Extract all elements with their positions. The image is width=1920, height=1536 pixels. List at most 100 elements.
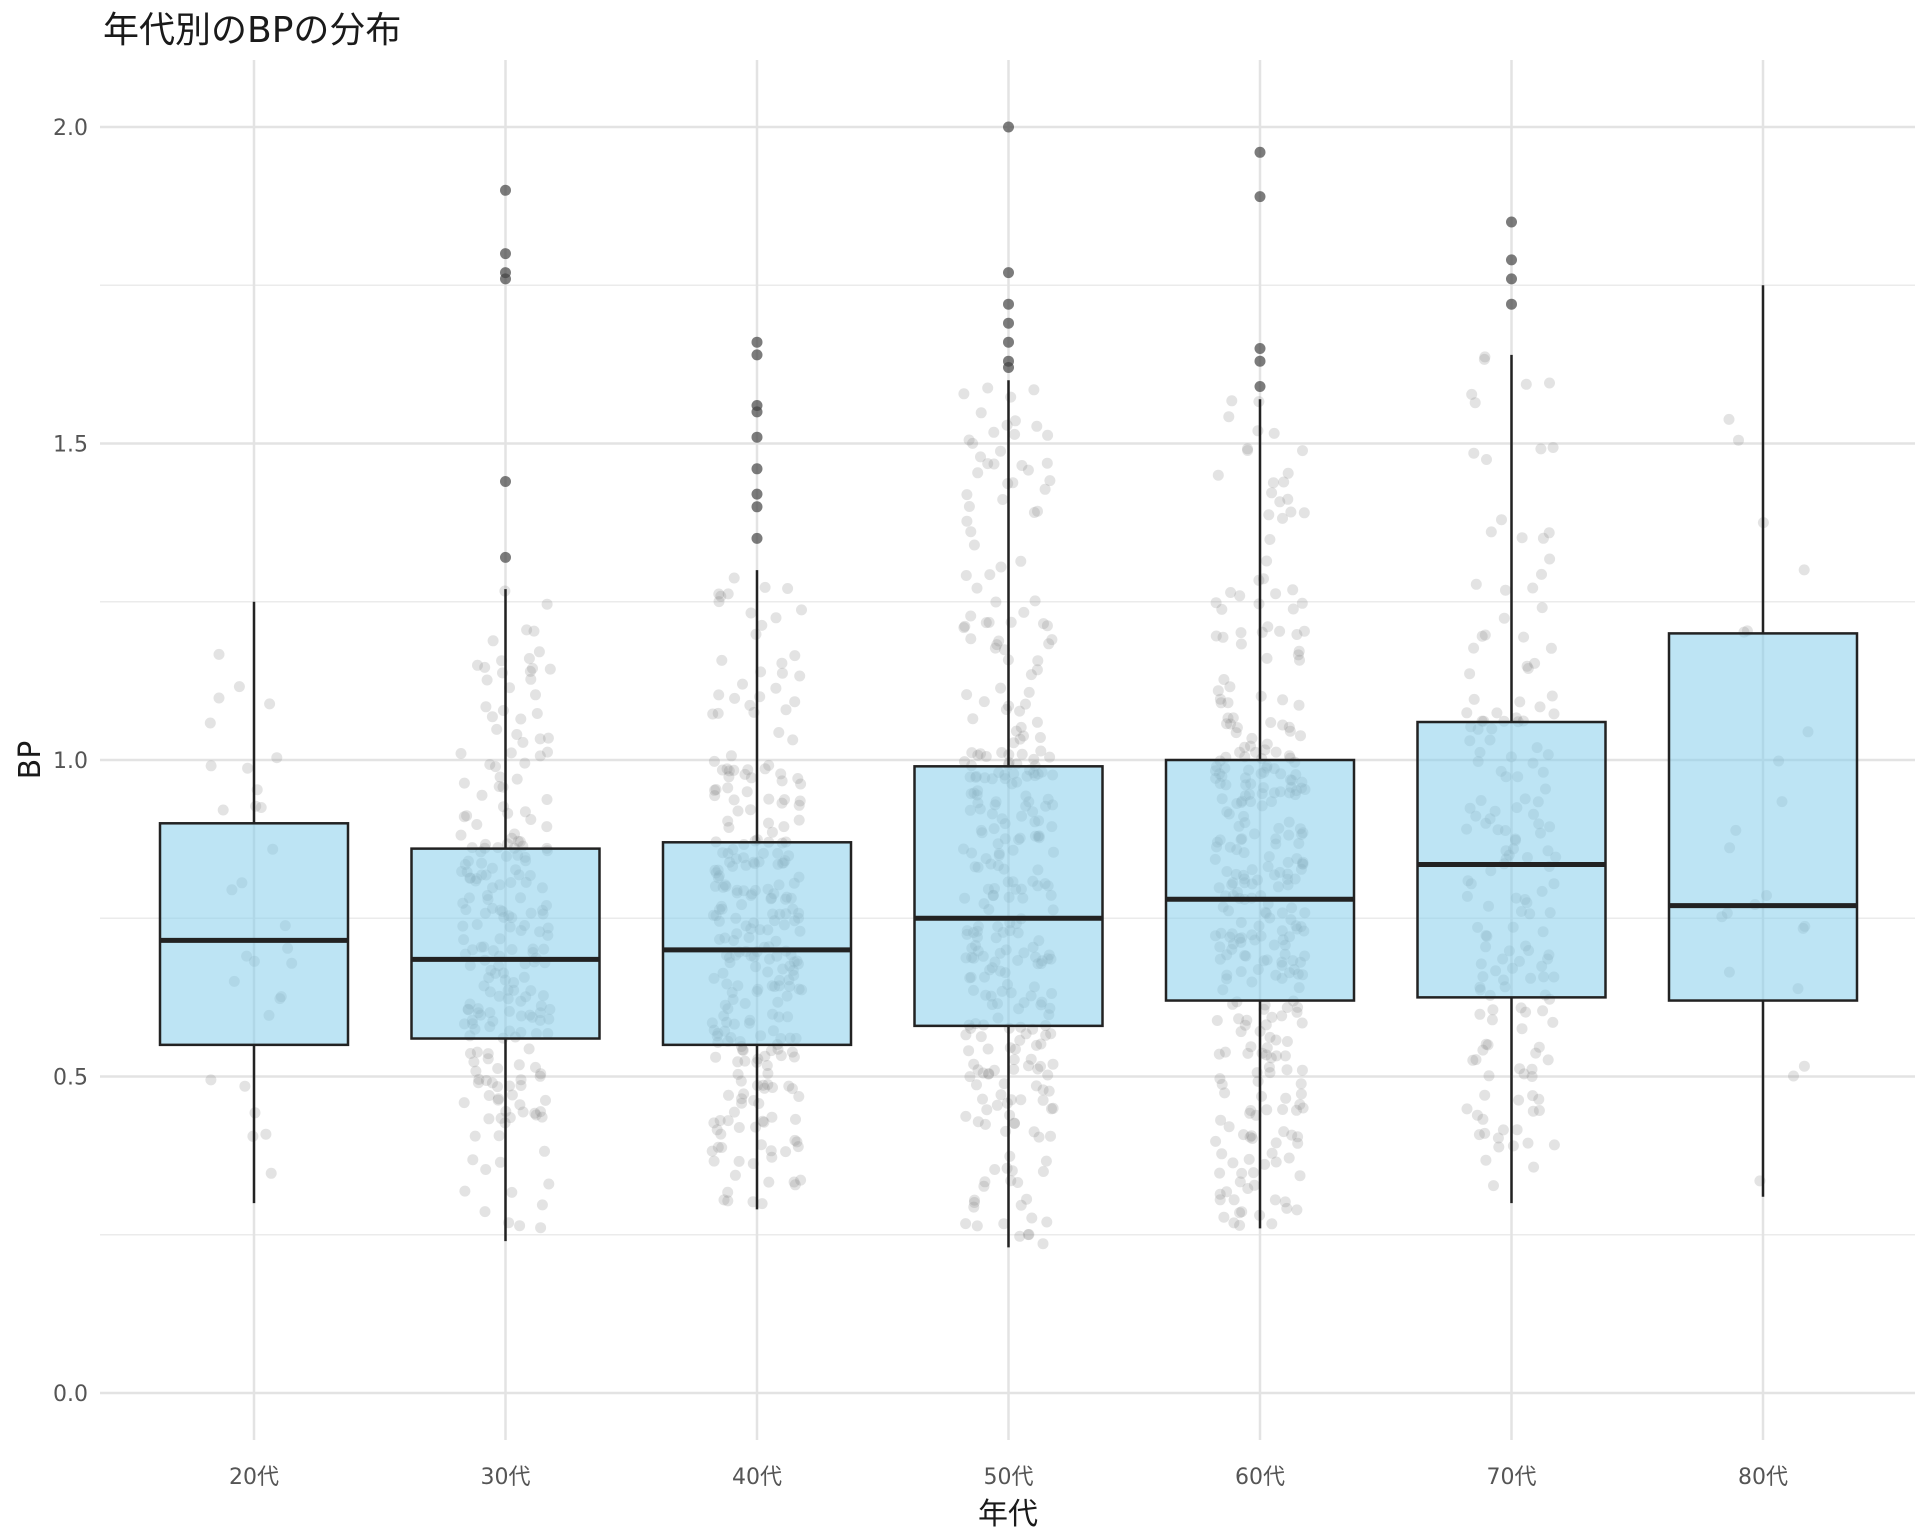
jitter-point [1250,746,1262,758]
jitter-point [1266,1011,1278,1023]
outlier-point [500,248,511,260]
jitter-point [791,1136,803,1148]
outlier-point [751,400,763,411]
jitter-point [1228,1217,1240,1229]
jitter-point [1522,1137,1534,1149]
jitter-point [977,1093,988,1105]
y-tick-label: 1.0 [53,749,88,774]
jitter-point [770,612,782,624]
jitter-point [736,1093,748,1105]
jitter-point [1009,1118,1020,1129]
jitter-point [1045,1028,1057,1040]
jitter-point [519,806,531,818]
jitter-point [757,1079,769,1091]
jitter-point [1213,1048,1225,1060]
x-tick-label: 20代 [229,1465,279,1490]
jitter-point [509,828,520,840]
jitter-point [979,1118,991,1130]
jitter-point [1233,1013,1245,1025]
jitter-point [1261,1042,1273,1054]
jitter-point [1033,1131,1045,1143]
jitter-point [534,733,546,745]
jitter-point [1488,1180,1499,1192]
box-group [158,285,1859,1248]
jitter-point [1014,1230,1026,1242]
jitter-point [710,784,722,795]
jitter-point [1528,1161,1540,1173]
jitter-point [1292,1137,1304,1149]
jitter-point [1029,595,1041,607]
jitter-point [723,765,735,777]
jitter-point [1548,708,1560,720]
jitter-point [484,759,496,770]
jitter-point [1210,630,1222,642]
jitter-point [515,713,527,725]
jitter-point [767,1082,778,1093]
jitter-point [1025,1053,1037,1065]
jitter-point [755,1139,767,1151]
jitter-point [471,1046,483,1058]
jitter-point [982,382,994,394]
jitter-point [1295,1078,1307,1090]
jitter-point [1023,686,1035,698]
jitter-point [1514,1063,1526,1075]
jitter-point [1031,420,1043,432]
jitter-point [1287,584,1299,596]
jitter-point [775,768,787,780]
jitter-point [1292,1001,1304,1013]
jitter-point [1032,505,1043,517]
box-70代 [1416,354,1607,1204]
jitter-point [1526,1071,1538,1082]
jitter-point [989,642,1001,654]
jitter-point [1221,1186,1233,1198]
jitter-point [1279,1050,1291,1062]
jitter-point [794,795,806,807]
jitter-point [1260,1019,1272,1031]
jitter-point [1536,602,1548,614]
jitter-point [541,821,553,833]
jitter-point [515,1074,527,1086]
jitter-point [713,588,725,600]
jitter-point [535,1222,547,1234]
jitter-point [461,810,473,822]
jitter-point [1270,746,1282,758]
jitter-point [1015,555,1027,567]
jitter-point [793,814,805,826]
jitter-point [534,750,546,762]
jitter-point [744,699,756,711]
jitter-point [487,635,499,647]
jitter-point [988,426,1000,438]
jitter-point [1473,1129,1485,1141]
jitter-point [1038,618,1049,630]
jitter-point [1256,1090,1267,1102]
jitter-point [991,1099,1003,1111]
jitter-point [1007,477,1019,489]
jitter-point [1535,443,1547,455]
jitter-point [1278,476,1290,488]
jitter-point [530,1061,541,1073]
jitter-point [1239,741,1251,753]
jitter-point [482,1048,494,1060]
outlier-point [1003,267,1014,279]
jitter-point [471,819,483,830]
box-rect [661,841,853,1047]
jitter-point [533,646,545,658]
jitter-point [467,1154,479,1166]
outlier-point [1506,298,1517,310]
jitter-point [1294,1170,1306,1182]
jitter-point [495,1112,507,1124]
jitter-point [543,1178,555,1190]
jitter-point [1242,1047,1254,1059]
jitter-point [1470,578,1482,590]
jitter-point [465,1048,476,1059]
jitter-point [1223,411,1235,423]
jitter-point [479,661,491,673]
jitter-point [1046,634,1058,646]
jitter-point [513,1059,525,1071]
jitter-point [741,786,753,798]
jitter-point [732,1056,744,1068]
jitter-point [1274,625,1286,637]
jitter-point [981,1104,993,1116]
jitter-point [790,1113,801,1125]
jitter-point [713,596,725,608]
